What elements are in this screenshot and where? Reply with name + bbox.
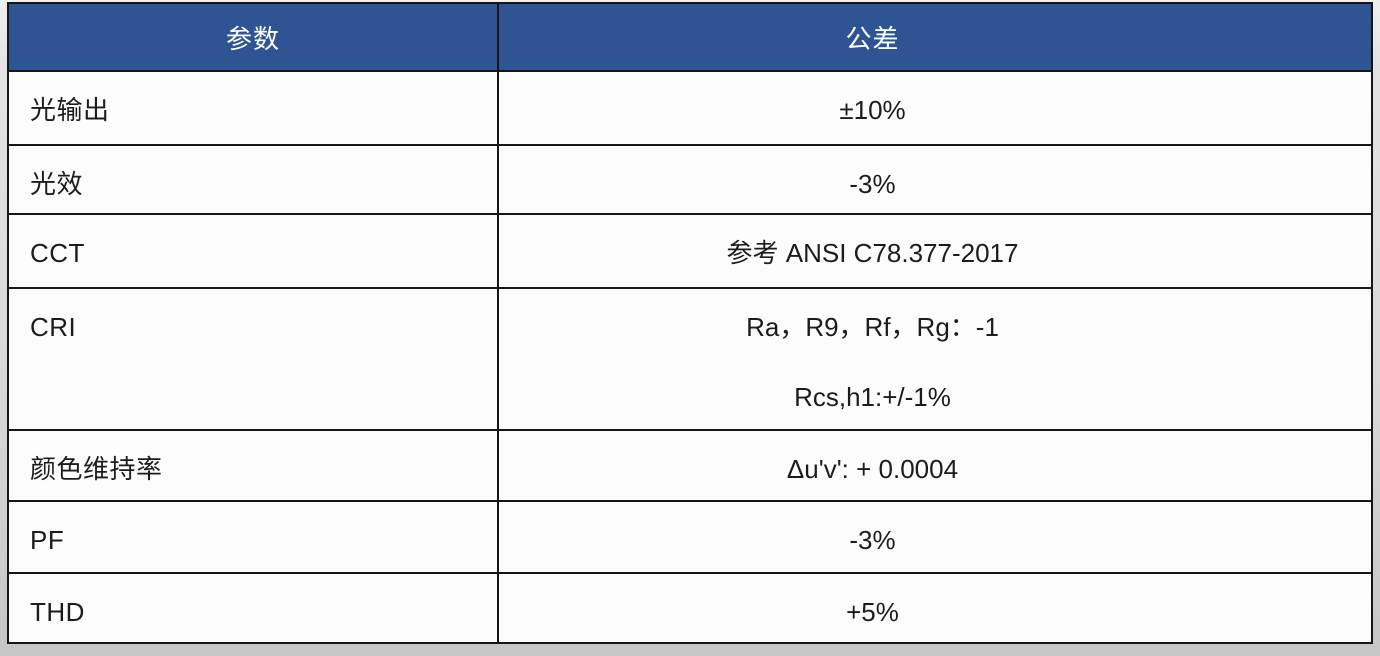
table-row-light-output: 光输出 ±10% [7, 70, 1373, 146]
tolerance-cell: ±10% [497, 70, 1373, 146]
tolerance-value: Δu'v': + 0.0004 [786, 454, 959, 484]
param-cell: PF [7, 500, 499, 574]
table-row-cri: CRI Ra，R9，Rf，Rg：-1 Rcs,h1:+/-1% [7, 287, 1373, 431]
column-header-parameter: 参数 [7, 2, 499, 72]
table-row-thd: THD +5% [7, 572, 1373, 644]
table-row-efficacy: 光效 -3% [7, 144, 1373, 215]
tolerance-cell: -3% [497, 144, 1373, 215]
tolerance-value: Rcs,h1:+/-1% [794, 382, 951, 412]
table-row-cct: CCT 参考 ANSI C78.377-2017 [7, 213, 1373, 289]
tolerance-table: 参数 公差 光输出 ±10% 光效 -3% CCT 参考 ANSI C78.37… [7, 2, 1373, 644]
tolerance-value: -3% [849, 525, 896, 555]
tolerance-value: +5% [846, 597, 899, 627]
param-cell: THD [7, 572, 499, 644]
tolerance-value: ±10% [839, 95, 906, 125]
table-row-pf: PF -3% [7, 500, 1373, 574]
tolerance-value: Ra，R9，Rf，Rg：-1 [746, 312, 999, 342]
header-row: 参数 公差 [7, 2, 1373, 72]
column-header-tolerance: 公差 [497, 2, 1373, 72]
table-row-color-maintenance: 颜色维持率 Δu'v': + 0.0004 [7, 429, 1373, 502]
tolerance-cell: 参考 ANSI C78.377-2017 [497, 213, 1373, 289]
tolerance-value: -3% [849, 169, 896, 199]
tolerance-cell: Ra，R9，Rf，Rg：-1 Rcs,h1:+/-1% [497, 287, 1373, 431]
param-cell: 光输出 [7, 70, 499, 146]
param-cell: 光效 [7, 144, 499, 215]
tolerance-cell: Δu'v': + 0.0004 [497, 429, 1373, 502]
param-cell: 颜色维持率 [7, 429, 499, 502]
param-cell: CCT [7, 213, 499, 289]
tolerance-cell: +5% [497, 572, 1373, 644]
param-cell: CRI [7, 287, 499, 431]
tolerance-cell: -3% [497, 500, 1373, 574]
tolerance-value: 参考 ANSI C78.377-2017 [726, 238, 1019, 268]
